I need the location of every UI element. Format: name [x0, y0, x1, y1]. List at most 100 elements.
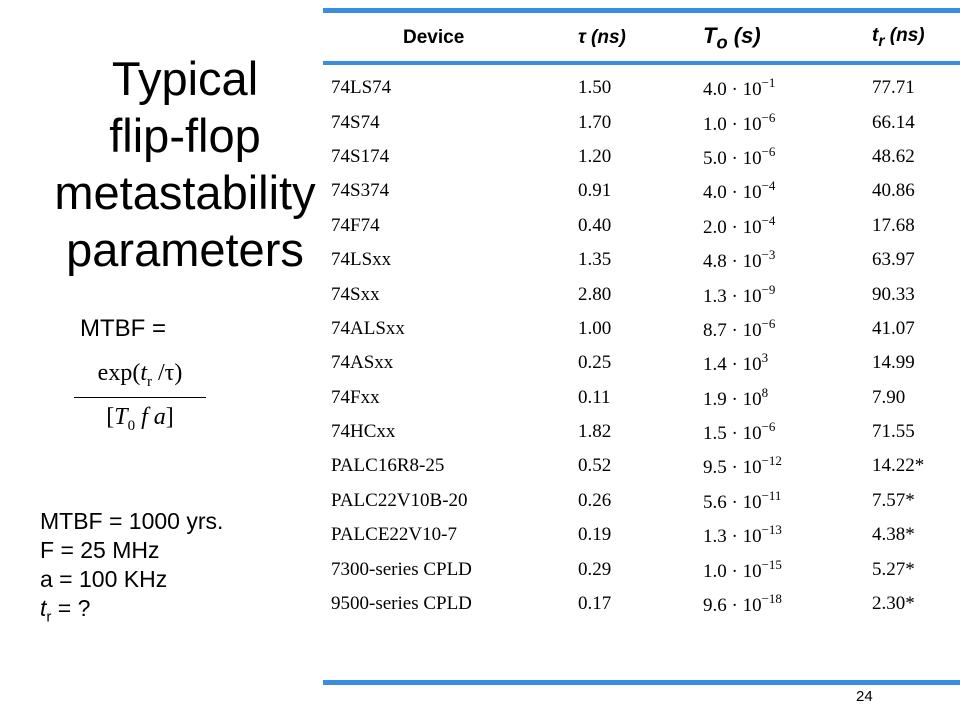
title-line: metastability	[54, 166, 316, 219]
cell-to: 1.3 · 10−13	[699, 518, 864, 552]
cell-to: 4.0 · 10−1	[699, 63, 864, 105]
cell-to-exponent: −4	[761, 178, 776, 194]
cell-to: 4.0 · 10−4	[699, 174, 864, 208]
cell-tau: 0.52	[578, 455, 612, 477]
cell-tr: 2.30*	[872, 593, 915, 615]
table-row: 74S74 1.70 1.0 · 10−6 66.14	[323, 105, 960, 139]
tr-rest: = ?	[51, 595, 91, 621]
cell-tr: 66.14	[872, 111, 915, 133]
page-number: 24	[856, 688, 873, 705]
header-device: Device	[403, 27, 465, 48]
table-row: PALCE22V10-7 0.19 1.3 · 10−13 4.38*	[323, 518, 960, 552]
title-line: parameters	[66, 223, 304, 276]
header-to-rest: (s)	[727, 22, 761, 48]
cell-device: PALC16R8-25	[331, 455, 445, 477]
denominator-rest: f a	[135, 403, 166, 430]
cell-device: 74ALSxx	[331, 317, 405, 339]
table-bottom-rule	[323, 680, 960, 685]
slide-title: Typical flip-flop metastability paramete…	[30, 50, 340, 278]
cell-to: 1.4 · 103	[699, 346, 864, 380]
table-row: 74Sxx 2.80 1.3 · 10−9 90.33	[323, 277, 960, 311]
cell-to: 8.7 · 10−6	[699, 312, 864, 346]
cell-to-base: 4.0 · 10	[703, 79, 762, 101]
table-row: 74LS74 1.50 4.0 · 10−1 77.71	[323, 63, 960, 105]
cell-to: 5.0 · 10−6	[699, 140, 864, 174]
given-tr: tr = ?	[40, 594, 223, 632]
cell-to-exponent: −13	[761, 522, 782, 538]
cell-tau: 1.00	[578, 317, 612, 339]
cell-to-exponent: −3	[761, 247, 776, 263]
cell-tr: 7.90	[872, 386, 906, 408]
cell-tau: 2.80	[578, 283, 612, 305]
cell-to: 9.6 · 10−18	[699, 587, 864, 621]
numerator-sub: r	[147, 373, 152, 390]
cell-to-exponent: −6	[761, 143, 776, 159]
cell-device: 74Sxx	[331, 283, 380, 305]
cell-device: 74S174	[331, 145, 390, 167]
table-header-rule	[323, 61, 960, 65]
cell-device: 74S74	[331, 111, 380, 133]
cell-to: 1.3 · 10−9	[699, 277, 864, 311]
cell-tr: 7.57*	[872, 489, 915, 511]
title-line: flip-flop	[109, 109, 261, 162]
cell-to-base: 9.5 · 10	[703, 457, 762, 479]
denominator-var: T	[114, 403, 128, 430]
table-row: 74ASxx 0.25 1.4 · 103 14.99	[323, 346, 960, 380]
header-tau: τ (ns)	[578, 27, 626, 48]
cell-tau: 0.26	[578, 489, 612, 511]
cell-to-base: 1.3 · 10	[703, 285, 762, 307]
cell-tau: 1.50	[578, 77, 612, 99]
fraction-bar	[74, 396, 206, 398]
given-a: a = 100 KHz	[40, 566, 168, 592]
tr-var: t	[40, 595, 47, 621]
cell-device: 74HCxx	[331, 421, 396, 443]
parameters-table: Device τ (ns) To (s) tr (ns) 74LS74 1.50 4…	[323, 13, 960, 621]
table-row: 74Fxx 0.11 1.9 · 108 7.90	[323, 381, 960, 415]
cell-to-exponent: −6	[761, 109, 776, 125]
mtbf-formula: exp(tr /τ) [T0 f a]	[70, 360, 210, 435]
numerator-prefix: exp(	[97, 360, 141, 386]
denominator-sub: 0	[127, 417, 136, 434]
cell-tau: 0.40	[578, 214, 612, 236]
cell-to-exponent: −1	[761, 75, 776, 91]
cell-to-exponent: 8	[761, 384, 769, 400]
cell-device: 74F74	[331, 214, 380, 236]
cell-tau: 0.11	[578, 386, 611, 408]
cell-tau: 1.70	[578, 111, 612, 133]
cell-to: 1.9 · 108	[699, 381, 864, 415]
cell-to-exponent: −4	[761, 212, 776, 228]
header-tr-var: t	[872, 25, 879, 47]
cell-tr: 63.97	[872, 249, 915, 271]
table-row: PALC16R8-25 0.52 9.5 · 10−12 14.22*	[323, 449, 960, 483]
header-to-sub: o	[716, 31, 728, 53]
cell-to: 1.0 · 10−15	[699, 552, 864, 586]
cell-to: 1.5 · 10−6	[699, 415, 864, 449]
cell-tr: 90.33	[872, 283, 915, 305]
table-row: 74ALSxx 1.00 8.7 · 10−6 41.07	[323, 312, 960, 346]
cell-device: 74LS74	[331, 77, 392, 99]
cell-tr: 14.22*	[872, 455, 925, 477]
header-to-var: T	[703, 22, 717, 48]
cell-tr: 41.07	[872, 317, 915, 339]
title-line: Typical	[111, 52, 259, 105]
cell-to-base: 1.3 · 10	[703, 526, 762, 548]
cell-device: 74S374	[331, 180, 390, 202]
formula-denominator: [T0 f a]	[70, 398, 210, 435]
header-tr-sub: r	[878, 32, 885, 50]
cell-device: 74ASxx	[331, 352, 394, 374]
cell-tr: 14.99	[872, 352, 915, 374]
cell-device: 7300-series CPLD	[331, 558, 472, 580]
cell-device: 74LSxx	[331, 249, 392, 271]
cell-tr: 71.55	[872, 421, 915, 443]
cell-to-exponent: 3	[761, 350, 769, 366]
cell-to-base: 5.0 · 10	[703, 147, 762, 169]
cell-device: 74Fxx	[331, 386, 380, 408]
cell-to-base: 1.9 · 10	[703, 388, 762, 410]
table-row: 74LSxx 1.35 4.8 · 10−3 63.97	[323, 243, 960, 277]
cell-to-exponent: −6	[761, 315, 776, 331]
table-row: 74HCxx 1.82 1.5 · 10−6 71.55	[323, 415, 960, 449]
cell-device: 9500-series CPLD	[331, 593, 472, 615]
cell-tau: 1.20	[578, 145, 612, 167]
cell-to-exponent: −6	[761, 419, 776, 435]
cell-to-exponent: −15	[761, 556, 782, 572]
